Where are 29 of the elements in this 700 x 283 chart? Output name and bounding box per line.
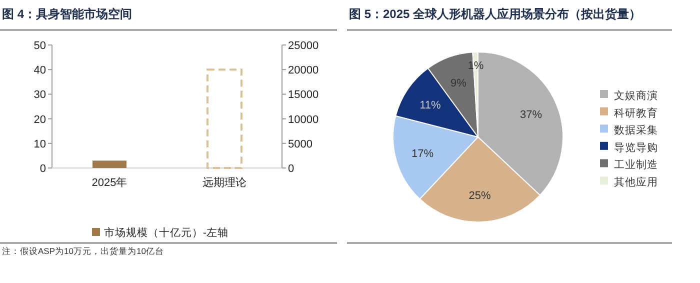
chart-title: 图 5：2025 全球人形机器人应用场景分布（按出货量） bbox=[349, 7, 642, 21]
text: 注：假设ASP为10万元，出货量为10亿台 bbox=[2, 246, 164, 256]
y-tick-label: 50 bbox=[34, 40, 46, 52]
y2-tick-label: 5000 bbox=[288, 138, 312, 150]
x-tick-label: 2025年 bbox=[92, 177, 128, 189]
legend-label: 工业制造 bbox=[614, 158, 658, 172]
data-label: 25% bbox=[468, 190, 492, 202]
legend-label: 其他应用 bbox=[614, 176, 658, 188]
y-tick-label: 30 bbox=[34, 89, 46, 102]
legend-label: 科研教育 bbox=[614, 106, 658, 120]
y-tick-label: 0 bbox=[40, 163, 46, 175]
chart-title: 图 4：具身智能市场空间 bbox=[2, 7, 132, 21]
y2-tick-label: 0 bbox=[288, 163, 294, 175]
y-tick-label: 40 bbox=[34, 64, 46, 77]
x-tick-label: 远期理论 bbox=[202, 177, 246, 189]
legend-label: 市场规模（十亿元）-左轴 bbox=[104, 226, 228, 239]
legend-label: 数据采集 bbox=[614, 124, 658, 137]
y2-tick-label: 10000 bbox=[288, 114, 319, 126]
legend-label: 文娱商演 bbox=[614, 89, 658, 102]
y2-tick-label: 15000 bbox=[288, 89, 319, 102]
data-label: 9% bbox=[450, 78, 467, 90]
y2-tick-label: 25000 bbox=[288, 40, 319, 52]
y2-tick-label: 20000 bbox=[288, 64, 319, 77]
data-label: 17% bbox=[411, 148, 434, 160]
y-tick-label: 10 bbox=[34, 138, 46, 150]
y-tick-label: 20 bbox=[34, 114, 46, 126]
data-label: 37% bbox=[520, 109, 542, 122]
legend-label: 导览导购 bbox=[614, 142, 658, 154]
data-label: 11% bbox=[420, 100, 442, 112]
